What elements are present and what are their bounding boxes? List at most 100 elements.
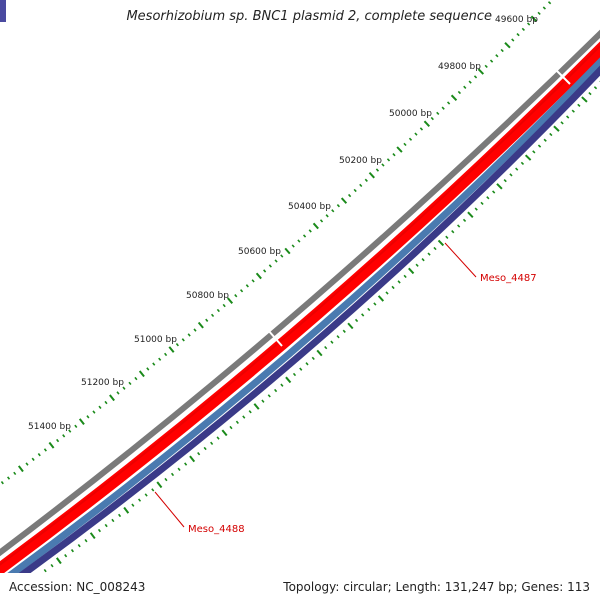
minor-tick [364,178,368,182]
minor-tick [137,498,142,502]
gene-leader-line [154,491,185,528]
major-tick [284,247,291,255]
minor-tick [330,340,334,344]
minor-tick [86,415,90,419]
minor-tick [184,462,188,466]
minor-tick [373,302,377,306]
major-tick [377,295,385,302]
minor-tick [577,103,581,107]
strand-track-2 [18,65,600,573]
minor-tick [216,308,220,313]
minor-tick [77,543,81,548]
minor-tick [560,121,564,125]
major-tick [553,125,560,132]
minor-tick [484,64,488,68]
major-tick [78,418,85,425]
minor-tick [419,127,424,131]
minor-tick [64,554,68,558]
minor-tick [274,388,278,393]
minor-tick [62,434,66,438]
minor-tick [336,204,340,208]
minor-tick [97,528,102,533]
minor-tick [325,214,329,218]
major-tick [226,297,234,304]
minor-tick [381,163,385,167]
major-tick [581,96,588,103]
minor-tick [292,372,297,377]
minor-tick [495,54,499,58]
major-tick [423,120,431,127]
scale-label: 50000 bp [389,109,432,119]
minor-tick [511,38,515,42]
minor-tick [13,471,17,476]
minor-tick [489,59,494,63]
scale-label: 50800 bp [186,291,229,301]
minor-tick [197,452,201,456]
major-tick [396,146,403,153]
minor-tick [248,410,252,414]
minor-tick [359,183,363,188]
minor-tick [291,244,295,248]
minor-tick [31,457,35,462]
minor-tick [299,367,303,371]
minor-tick [128,381,132,386]
minor-tick [177,467,181,471]
major-tick [17,465,24,473]
minor-tick [515,167,519,171]
major-tick [530,15,538,22]
minor-tick [104,523,108,528]
minor-tick [274,259,278,263]
minor-tick [43,568,47,573]
inner-scale-ticks [43,80,600,573]
corner-marker [0,0,6,22]
minor-tick [164,352,168,357]
minor-tick [468,80,472,84]
minor-tick [229,425,233,430]
minor-tick [474,207,478,211]
minor-tick [436,111,440,116]
minor-tick [193,328,197,332]
major-tick [48,441,55,449]
minor-tick [68,429,72,433]
minor-tick [403,274,407,279]
minor-tick [421,258,425,262]
major-tick [197,321,204,329]
gene-boundary [555,69,571,85]
major-tick [368,171,375,179]
accession-label: Accession: NC_008243 [9,580,146,594]
minor-tick [235,420,239,424]
scale-label: 50600 bp [238,247,281,257]
minor-tick [25,462,29,466]
minor-tick [175,343,179,347]
minor-tick [152,362,156,366]
minor-tick [408,137,413,141]
minor-tick [56,438,60,443]
minor-tick [151,488,155,492]
minor-tick [462,218,467,223]
major-tick [408,267,415,275]
minor-tick [263,269,267,273]
minor-tick [319,219,324,223]
minor-tick [92,410,96,414]
scale-label: 51200 bp [81,378,124,388]
minor-tick [593,86,598,90]
minor-tick [486,196,490,200]
minor-tick [268,264,272,268]
major-tick [437,239,445,247]
minor-tick [50,563,54,568]
minor-tick [361,313,365,317]
major-tick [316,349,323,357]
minor-tick [98,405,102,409]
cds-highlight [0,44,600,566]
major-tick [89,532,96,540]
major-tick [138,370,145,378]
minor-tick [104,400,108,405]
minor-tick [427,252,431,256]
major-tick [524,154,532,161]
minor-tick [242,415,246,419]
minor-tick [463,85,467,89]
minor-tick [588,91,592,96]
minor-tick [520,161,525,166]
major-tick [55,557,62,565]
minor-tick [164,477,168,482]
